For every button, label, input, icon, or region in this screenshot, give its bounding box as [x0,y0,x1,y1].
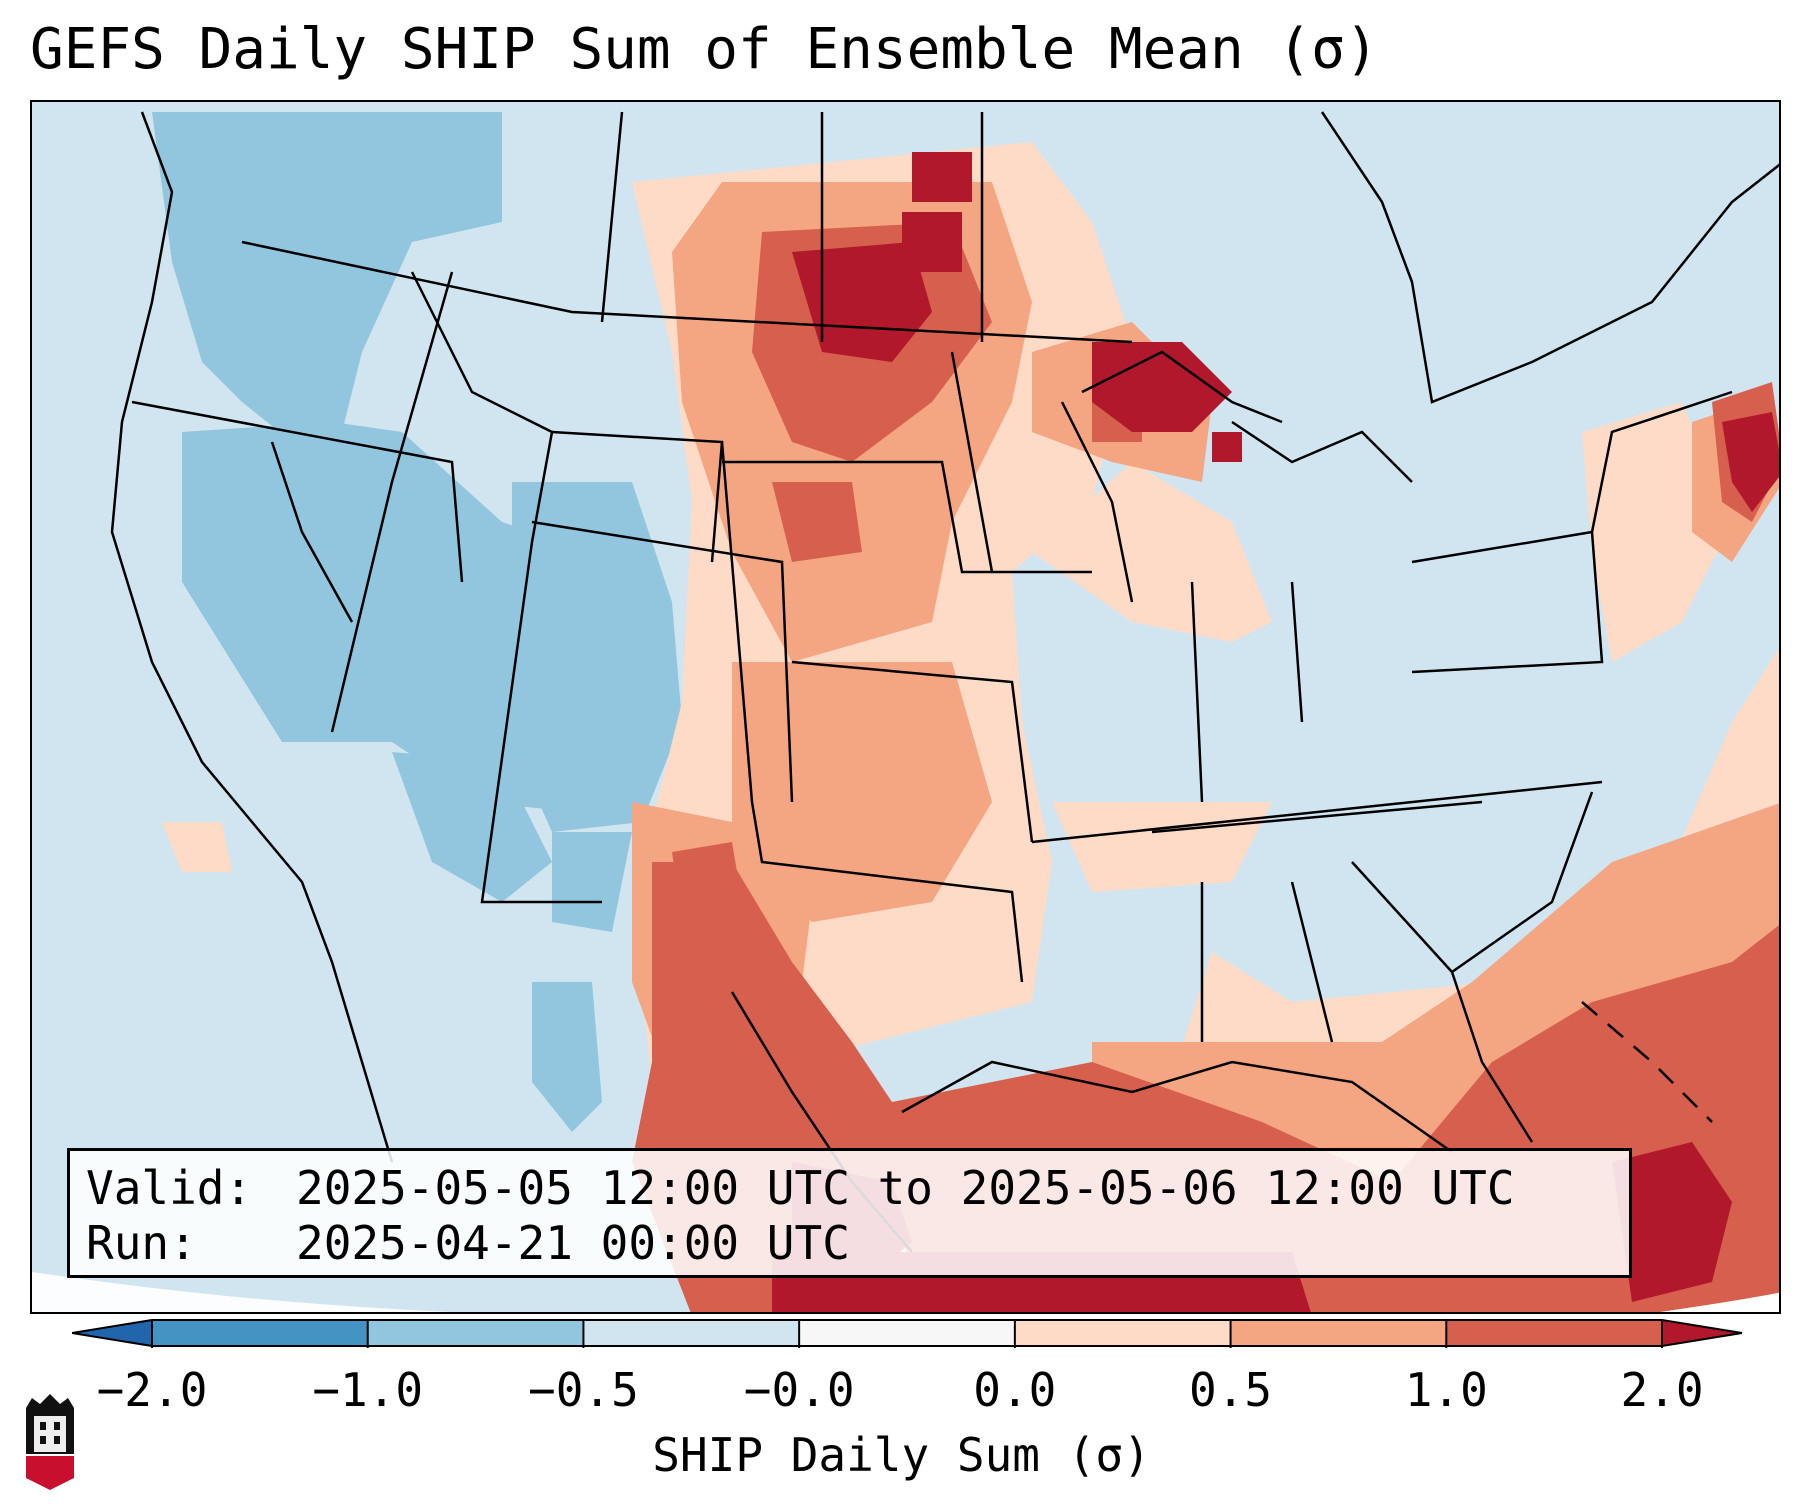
colorbar-extension-high [1662,1320,1742,1346]
domain-edge [32,1272,452,1312]
colorbar-segment [1446,1320,1662,1346]
colorbar-tick-label: 1.0 [1404,1363,1488,1417]
colorbar-tick-label: −1.0 [312,1363,424,1417]
bahamas-islands [1581,1001,1713,1123]
colorbar-tick-label: 0.0 [973,1363,1057,1417]
east-coastline [1450,791,1594,1143]
valid-run-info-box: Valid: 2025-05-05 12:00 UTC to 2025-05-06… [67,1148,1632,1278]
colorbar-segment [367,1320,584,1346]
colorbar-segment [152,1320,368,1346]
us-canada-border [241,240,1133,344]
colorbar-extension-low [72,1320,152,1346]
colorbar-segment [799,1320,1015,1346]
colorbar-tick-label: −0.0 [743,1363,855,1417]
colorbar-segment [1014,1320,1231,1346]
valid-value: 2025-05-05 12:00 UTC to 2025-05-06 12:00… [296,1161,1515,1215]
niu-logo [26,1394,74,1490]
west-coastline [110,111,394,1163]
map-panel [30,100,1781,1314]
valid-label: Valid: [86,1161,253,1215]
gulf-coastline [901,1060,1453,1154]
colorbar-label: SHIP Daily Sum (σ) [652,1428,1151,1482]
below-normal-region [152,112,1732,1132]
colorbar-tick-label: 2.0 [1620,1363,1704,1417]
great-lakes-shore [1081,350,1283,424]
map-canvas [32,102,1779,1312]
colorbar [72,1319,1743,1348]
colorbar-tick-label: 0.5 [1189,1363,1273,1417]
domain-edge-right [1660,1292,1779,1312]
run-value: 2025-04-21 00:00 UTC [296,1216,850,1270]
canada-coast [1320,111,1779,404]
plot-title: GEFS Daily SHIP Sum of Ensemble Mean (σ) [30,17,1379,82]
run-label: Run: [86,1216,197,1270]
boundary-lines [110,111,1779,1253]
colorbar-segment [583,1320,800,1346]
state-border [131,400,464,583]
colorbar-tick-label: −0.5 [528,1363,639,1417]
colorbar-tick-label: −2.0 [96,1363,208,1417]
colorbar-segment [1230,1320,1447,1346]
